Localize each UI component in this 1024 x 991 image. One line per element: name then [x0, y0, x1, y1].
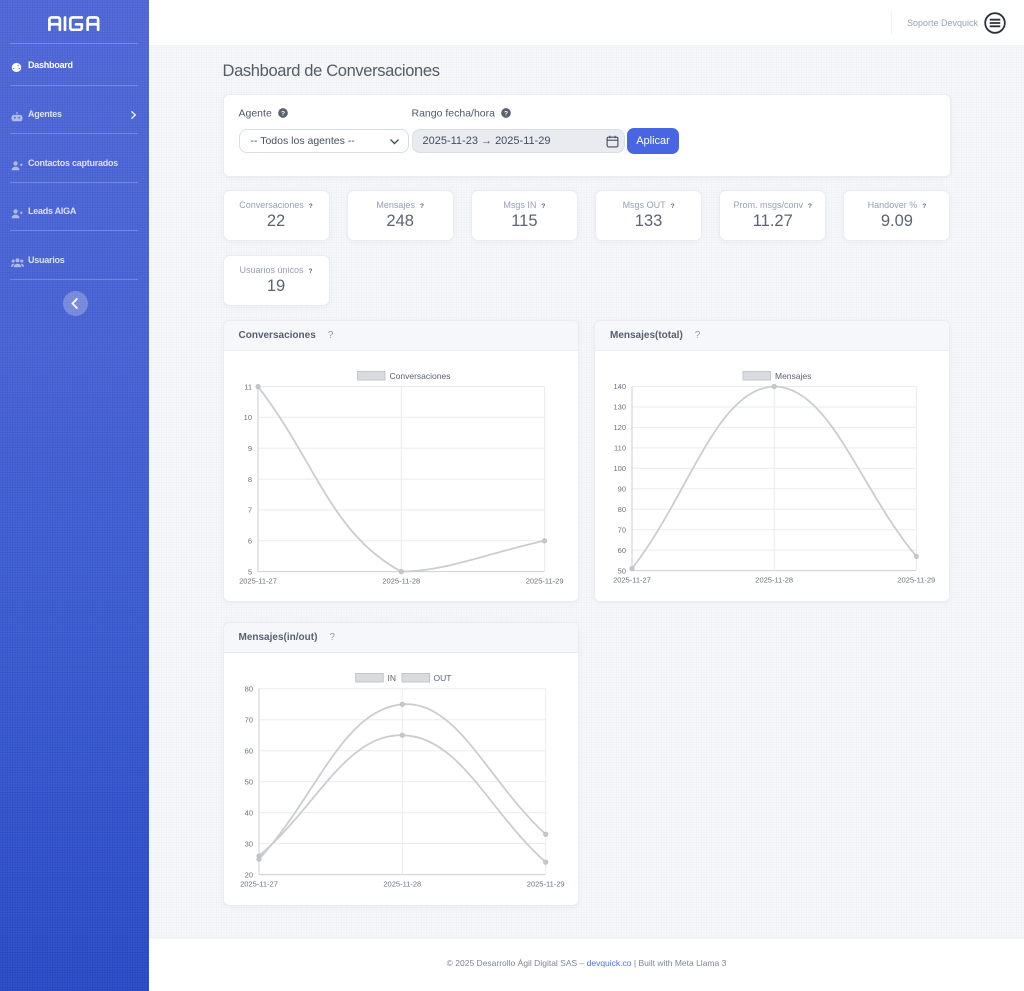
svg-text:50: 50	[244, 777, 252, 786]
svg-text:7: 7	[247, 506, 251, 515]
svg-text:140: 140	[613, 382, 626, 391]
svg-text:20: 20	[244, 870, 252, 879]
svg-text:70: 70	[244, 716, 252, 725]
svg-text:2025-11-28: 2025-11-28	[755, 576, 793, 585]
svg-text:Mensajes: Mensajes	[775, 371, 811, 381]
svg-text:11: 11	[244, 382, 252, 391]
svg-text:2025-11-29: 2025-11-29	[897, 576, 935, 585]
svg-text:30: 30	[244, 839, 252, 848]
svg-text:90: 90	[618, 485, 626, 494]
svg-text:40: 40	[244, 808, 252, 817]
svg-text:?: ?	[504, 110, 508, 117]
svg-text:Conversaciones: Conversaciones	[389, 371, 450, 381]
svg-text:80: 80	[244, 685, 252, 694]
svg-text:2025-11-29: 2025-11-29	[525, 577, 563, 586]
svg-text:100: 100	[613, 464, 626, 473]
svg-text:5: 5	[247, 567, 251, 576]
svg-text:IN: IN	[387, 673, 396, 683]
svg-text:9: 9	[247, 444, 251, 453]
svg-text:2025-11-27: 2025-11-27	[240, 880, 278, 889]
svg-text:70: 70	[618, 525, 626, 534]
svg-text:6: 6	[247, 537, 251, 546]
svg-text:120: 120	[613, 423, 626, 432]
svg-text:?: ?	[281, 110, 285, 117]
svg-text:80: 80	[618, 505, 626, 514]
svg-text:2025-11-27: 2025-11-27	[239, 577, 277, 586]
svg-text:60: 60	[244, 746, 252, 755]
svg-text:2025-11-27: 2025-11-27	[613, 576, 651, 585]
svg-text:60: 60	[618, 546, 626, 555]
svg-text:10: 10	[243, 413, 251, 422]
svg-text:2025-11-29: 2025-11-29	[526, 880, 564, 889]
svg-text:50: 50	[618, 566, 626, 575]
svg-text:OUT: OUT	[433, 673, 451, 683]
svg-text:130: 130	[613, 403, 626, 412]
svg-text:8: 8	[247, 475, 251, 484]
svg-text:110: 110	[614, 444, 626, 453]
svg-text:2025-11-28: 2025-11-28	[383, 880, 421, 889]
svg-text:2025-11-28: 2025-11-28	[382, 577, 420, 586]
